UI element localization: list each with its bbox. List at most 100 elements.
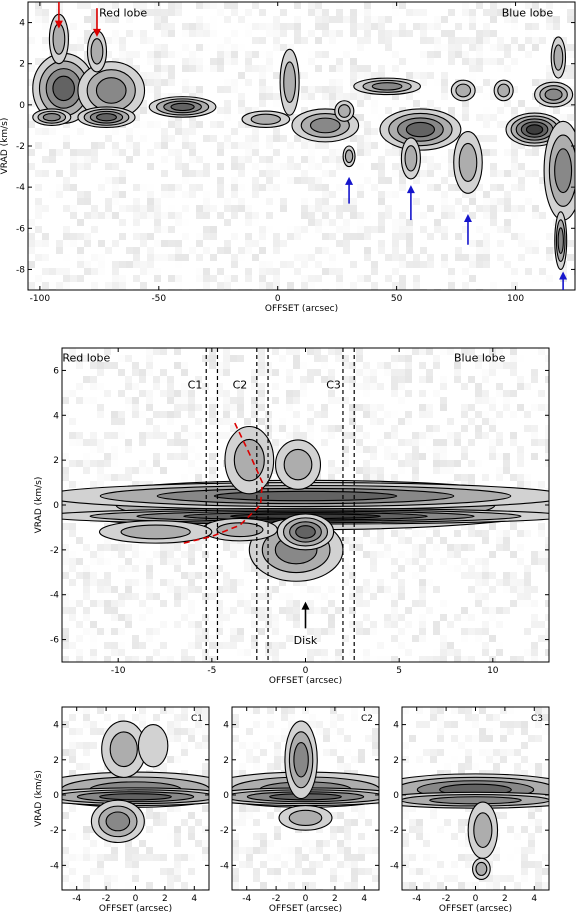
- noise-pixel: [434, 163, 441, 170]
- noise-pixel: [336, 240, 343, 247]
- noise-pixel: [423, 749, 430, 756]
- noise-pixel: [377, 439, 384, 446]
- noise-pixel: [546, 233, 553, 240]
- noise-pixel: [441, 44, 448, 51]
- noise-pixel: [377, 537, 384, 544]
- noise-pixel: [90, 481, 97, 488]
- noise-pixel: [203, 212, 210, 219]
- noise-pixel: [105, 205, 112, 212]
- noise-pixel: [246, 707, 253, 714]
- noise-pixel: [364, 226, 371, 233]
- noise-pixel: [461, 474, 468, 481]
- noise-pixel: [28, 149, 35, 156]
- noise-pixel: [423, 833, 430, 840]
- noise-pixel: [524, 425, 531, 432]
- noise-pixel: [335, 656, 342, 662]
- noise-pixel: [273, 240, 280, 247]
- noise-pixel: [321, 355, 328, 362]
- noise-pixel: [545, 614, 549, 621]
- noise-pixel: [260, 833, 267, 840]
- noise-pixel: [497, 107, 504, 114]
- arrow-head: [345, 176, 354, 185]
- noise-pixel: [335, 467, 342, 474]
- noise-pixel: [370, 474, 377, 481]
- noise-pixel: [370, 558, 377, 565]
- noise-pixel: [532, 170, 539, 177]
- noise-pixel: [181, 586, 188, 593]
- noise-pixel: [301, 205, 308, 212]
- noise-pixel: [399, 282, 406, 289]
- noise-pixel: [168, 23, 175, 30]
- noise-pixel: [146, 397, 153, 404]
- noise-pixel: [266, 212, 273, 219]
- noise-pixel: [28, 261, 35, 268]
- noise-pixel: [316, 840, 323, 847]
- noise-pixel: [76, 572, 83, 579]
- noise-pixel: [217, 191, 224, 198]
- noise-pixel: [427, 58, 434, 65]
- noise-pixel: [337, 847, 344, 854]
- noise-pixel: [224, 135, 231, 142]
- noise-pixel: [363, 474, 370, 481]
- noise-pixel: [105, 135, 112, 142]
- noise-pixel: [168, 254, 175, 261]
- noise-pixel: [125, 383, 132, 390]
- y-tick-label: 4: [53, 721, 59, 731]
- noise-pixel: [266, 23, 273, 30]
- noise-pixel: [272, 586, 279, 593]
- noise-pixel: [343, 51, 350, 58]
- noise-pixel: [84, 233, 91, 240]
- noise-pixel: [454, 544, 461, 551]
- noise-pixel: [531, 376, 538, 383]
- noise-pixel: [413, 198, 420, 205]
- noise-pixel: [259, 184, 266, 191]
- noise-pixel: [350, 23, 357, 30]
- noise-pixel: [97, 544, 104, 551]
- noise-pixel: [440, 446, 447, 453]
- noise-pixel: [69, 432, 76, 439]
- noise-pixel: [97, 721, 104, 728]
- noise-pixel: [391, 621, 398, 628]
- noise-pixel: [447, 642, 454, 649]
- noise-pixel: [126, 58, 133, 65]
- noise-pixel: [532, 212, 539, 219]
- noise-pixel: [412, 467, 419, 474]
- noise-pixel: [391, 614, 398, 621]
- noise-pixel: [267, 833, 274, 840]
- noise-pixel: [440, 383, 447, 390]
- noise-pixel: [146, 579, 153, 586]
- noise-pixel: [174, 861, 181, 868]
- noise-pixel: [472, 714, 479, 721]
- noise-pixel: [349, 432, 356, 439]
- noise-pixel: [532, 149, 539, 156]
- noise-pixel: [174, 840, 181, 847]
- noise-pixel: [490, 135, 497, 142]
- noise-pixel: [517, 586, 524, 593]
- x-axis-label: OFFSET (arcsec): [99, 904, 172, 914]
- noise-pixel: [259, 156, 266, 163]
- noise-pixel: [203, 65, 210, 72]
- noise-pixel: [377, 551, 384, 558]
- noise-pixel: [69, 481, 76, 488]
- noise-pixel: [195, 742, 202, 749]
- y-tick-label: 0: [53, 501, 59, 511]
- noise-pixel: [532, 79, 539, 86]
- noise-pixel: [161, 184, 168, 191]
- noise-pixel: [175, 156, 182, 163]
- noise-pixel: [405, 362, 412, 369]
- noise-pixel: [365, 707, 372, 714]
- noise-pixel: [344, 819, 351, 826]
- noise-pixel: [538, 621, 545, 628]
- noise-pixel: [465, 714, 472, 721]
- noise-pixel: [274, 742, 281, 749]
- y-tick-label: 0: [53, 791, 59, 801]
- noise-pixel: [230, 551, 237, 558]
- noise-pixel: [62, 523, 69, 530]
- noise-pixel: [316, 847, 323, 854]
- noise-pixel: [308, 275, 315, 282]
- noise-pixel: [378, 219, 385, 226]
- noise-pixel: [335, 586, 342, 593]
- noise-pixel: [273, 23, 280, 30]
- noise-pixel: [497, 254, 504, 261]
